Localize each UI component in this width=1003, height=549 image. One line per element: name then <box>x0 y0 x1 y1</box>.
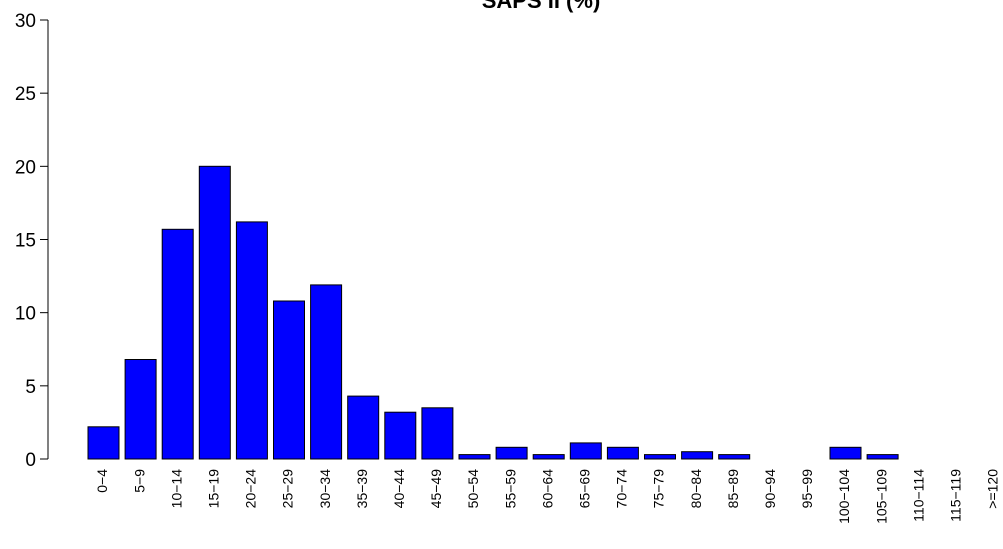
x-tick-label: 105−109 <box>873 469 889 524</box>
x-tick-label: 80−84 <box>688 469 704 509</box>
bar <box>606 446 639 460</box>
bar <box>161 228 194 460</box>
bar <box>87 426 120 460</box>
x-tick-label: 10−14 <box>168 469 184 509</box>
x-tick-label: 55−59 <box>502 469 518 509</box>
y-tick-label: 20 <box>15 157 36 178</box>
bar <box>421 407 454 460</box>
bar <box>681 451 714 460</box>
y-tick-label: 10 <box>15 304 36 325</box>
bar <box>495 446 528 460</box>
x-tick-label: 60−64 <box>539 469 555 509</box>
bar <box>718 454 751 460</box>
y-axis: 0 5 10 15 20 25 30 <box>15 11 49 471</box>
bar <box>866 454 899 460</box>
bar <box>347 395 380 460</box>
bar <box>458 454 491 460</box>
x-tick-label: 20−24 <box>243 469 259 509</box>
bar <box>532 454 565 460</box>
bar <box>198 165 231 460</box>
x-tick-label: 115−119 <box>948 469 964 522</box>
bar <box>644 454 676 460</box>
chart-title: SAPS II (%) <box>482 0 601 13</box>
bar <box>310 284 343 460</box>
x-tick-label: 85−89 <box>725 469 741 509</box>
bar <box>829 446 862 460</box>
x-tick-label: 70−74 <box>614 469 630 509</box>
x-tick-label: 110−114 <box>910 469 926 522</box>
x-tick-label: 50−54 <box>465 469 481 509</box>
x-tick-label: 100−104 <box>836 469 852 524</box>
x-axis-labels: 0−4 5−9 10−14 15−19 20−24 25−29 30−34 35−39 40−4… <box>94 469 1000 524</box>
x-tick-label: 25−29 <box>280 469 296 509</box>
bar <box>273 300 305 460</box>
x-tick-label: 95−99 <box>799 469 815 509</box>
y-tick-label: 15 <box>15 231 36 252</box>
x-tick-label: 75−79 <box>651 469 667 509</box>
bar <box>569 442 602 460</box>
x-tick-label: 45−49 <box>428 469 444 509</box>
y-tick-label: 25 <box>15 84 36 105</box>
bars <box>87 165 899 460</box>
x-tick-label: 5−9 <box>131 469 147 493</box>
bar <box>124 359 157 460</box>
x-tick-label: 65−69 <box>577 469 593 509</box>
x-tick-label: 0−4 <box>94 469 110 493</box>
x-tick-label: 90−94 <box>762 469 778 509</box>
x-tick-label: 35−39 <box>354 469 370 509</box>
bar <box>384 411 417 460</box>
y-tick-label: 0 <box>25 450 36 471</box>
y-tick-label: 5 <box>25 377 36 398</box>
x-tick-label: 30−34 <box>317 469 333 509</box>
x-tick-label: >=120 <box>985 469 1001 509</box>
x-tick-label: 15−19 <box>206 469 222 509</box>
bar <box>235 221 268 460</box>
x-tick-label: 40−44 <box>391 469 407 509</box>
y-tick-label: 30 <box>15 11 36 32</box>
